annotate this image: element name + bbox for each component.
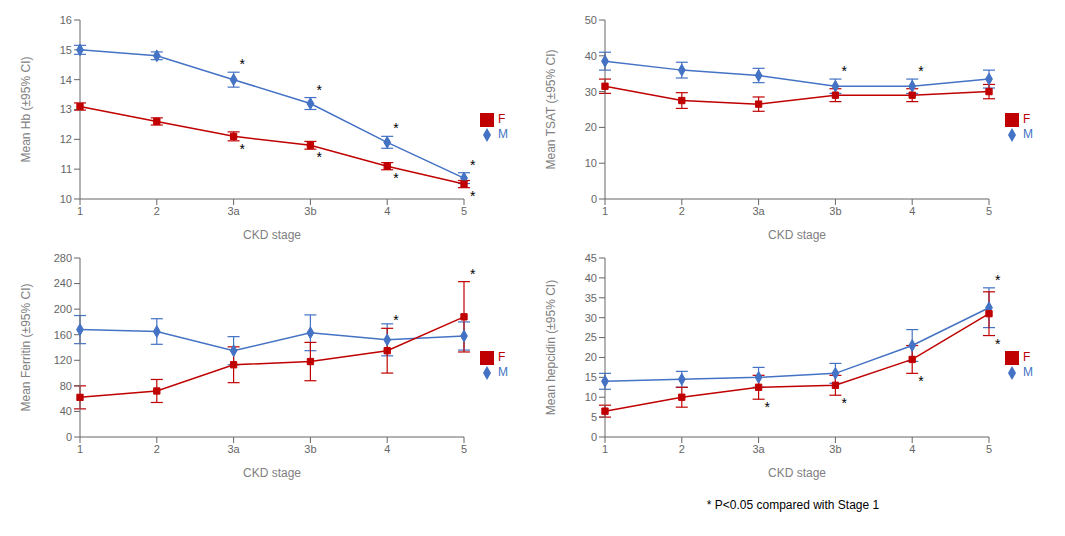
svg-text:Mean TSAT (±95% CI): Mean TSAT (±95% CI) — [544, 50, 558, 170]
html-text:M: M — [498, 127, 508, 141]
svg-text:*: * — [393, 312, 399, 328]
svg-text:*: * — [918, 63, 924, 79]
svg-text:15: 15 — [585, 371, 597, 383]
svg-text:25: 25 — [585, 331, 597, 343]
svg-text:10: 10 — [585, 157, 597, 169]
svg-text:2: 2 — [154, 443, 160, 455]
svg-text:1: 1 — [602, 205, 608, 217]
svg-text:*: * — [393, 170, 399, 186]
svg-text:*: * — [393, 120, 399, 136]
svg-text:3a: 3a — [227, 205, 240, 217]
svg-text:*: * — [841, 63, 847, 79]
svg-text:20: 20 — [585, 351, 597, 363]
html-text:F: F — [498, 112, 506, 127]
svg-text:40: 40 — [60, 405, 72, 417]
svg-text:12: 12 — [60, 133, 72, 145]
svg-text:CKD stage: CKD stage — [768, 466, 826, 480]
svg-text:10: 10 — [585, 391, 597, 403]
svg-text:40: 40 — [585, 272, 597, 284]
html-text:M: M — [1023, 127, 1033, 141]
svg-text:80: 80 — [60, 380, 72, 392]
html-text:F: F — [498, 350, 506, 365]
svg-text:5: 5 — [986, 205, 992, 217]
svg-text:*: * — [765, 399, 771, 415]
svg-text:4: 4 — [909, 205, 915, 217]
svg-text:0: 0 — [66, 431, 72, 443]
svg-text:5: 5 — [591, 411, 597, 423]
svg-text:3a: 3a — [752, 443, 765, 455]
svg-text:35: 35 — [585, 292, 597, 304]
svg-text:30: 30 — [585, 312, 597, 324]
svg-text:20: 20 — [585, 121, 597, 133]
svg-text:*: * — [316, 82, 322, 98]
svg-text:2: 2 — [154, 205, 160, 217]
html-text:F: F — [1023, 350, 1031, 365]
svg-text:2: 2 — [679, 443, 685, 455]
svg-text:*: * — [841, 395, 847, 411]
svg-text:240: 240 — [54, 277, 72, 289]
svg-text:1: 1 — [77, 443, 83, 455]
svg-text:*: * — [470, 188, 476, 204]
svg-text:0: 0 — [591, 193, 597, 205]
svg-text:3a: 3a — [227, 443, 240, 455]
svg-text:40: 40 — [585, 50, 597, 62]
svg-text:5: 5 — [461, 443, 467, 455]
svg-text:30: 30 — [585, 86, 597, 98]
svg-text:120: 120 — [54, 354, 72, 366]
svg-text:*: * — [316, 149, 322, 165]
svg-text:4: 4 — [909, 443, 915, 455]
svg-text:*: * — [240, 141, 246, 157]
svg-text:2: 2 — [679, 205, 685, 217]
svg-text:Mean hepcidin (±95% CI): Mean hepcidin (±95% CI) — [544, 280, 558, 415]
svg-text:5: 5 — [461, 205, 467, 217]
svg-text:160: 160 — [54, 329, 72, 341]
svg-text:200: 200 — [54, 303, 72, 315]
svg-text:4: 4 — [384, 443, 390, 455]
svg-text:50: 50 — [585, 14, 597, 26]
html-text:M: M — [498, 365, 508, 379]
html-text:F: F — [1023, 112, 1031, 127]
svg-text:5: 5 — [986, 443, 992, 455]
svg-text:11: 11 — [61, 163, 72, 175]
svg-text:*: * — [240, 56, 246, 72]
svg-text:15: 15 — [60, 44, 72, 56]
svg-text:1: 1 — [602, 443, 608, 455]
html-text:M: M — [1023, 365, 1033, 379]
svg-text:Mean Ferritin (±95% CI): Mean Ferritin (±95% CI) — [19, 284, 33, 412]
svg-text:3a: 3a — [752, 205, 765, 217]
svg-text:3b: 3b — [829, 443, 841, 455]
svg-text:13: 13 — [60, 103, 72, 115]
svg-text:CKD stage: CKD stage — [243, 228, 301, 242]
svg-text:14: 14 — [60, 74, 72, 86]
svg-text:CKD stage: CKD stage — [768, 228, 826, 242]
svg-text:*: * — [470, 157, 476, 173]
svg-text:*: * — [995, 272, 1001, 288]
svg-text:CKD stage: CKD stage — [243, 466, 301, 480]
svg-text:3b: 3b — [304, 443, 316, 455]
svg-text:45: 45 — [585, 252, 597, 264]
svg-text:280: 280 — [54, 252, 72, 264]
svg-text:*: * — [470, 266, 476, 282]
svg-text:*: * — [918, 373, 924, 389]
svg-text:4: 4 — [384, 205, 390, 217]
svg-text:*: * — [995, 336, 1001, 352]
svg-text:10: 10 — [60, 193, 72, 205]
svg-text:16: 16 — [60, 14, 72, 26]
svg-text:Mean Hb (±95% CI): Mean Hb (±95% CI) — [19, 57, 33, 163]
svg-text:0: 0 — [591, 431, 597, 443]
svg-text:3b: 3b — [304, 205, 316, 217]
svg-text:1: 1 — [77, 205, 83, 217]
svg-text:3b: 3b — [829, 205, 841, 217]
html-text:* P<0.05 compared with Stage 1: * P<0.05 compared with Stage 1 — [706, 498, 880, 512]
